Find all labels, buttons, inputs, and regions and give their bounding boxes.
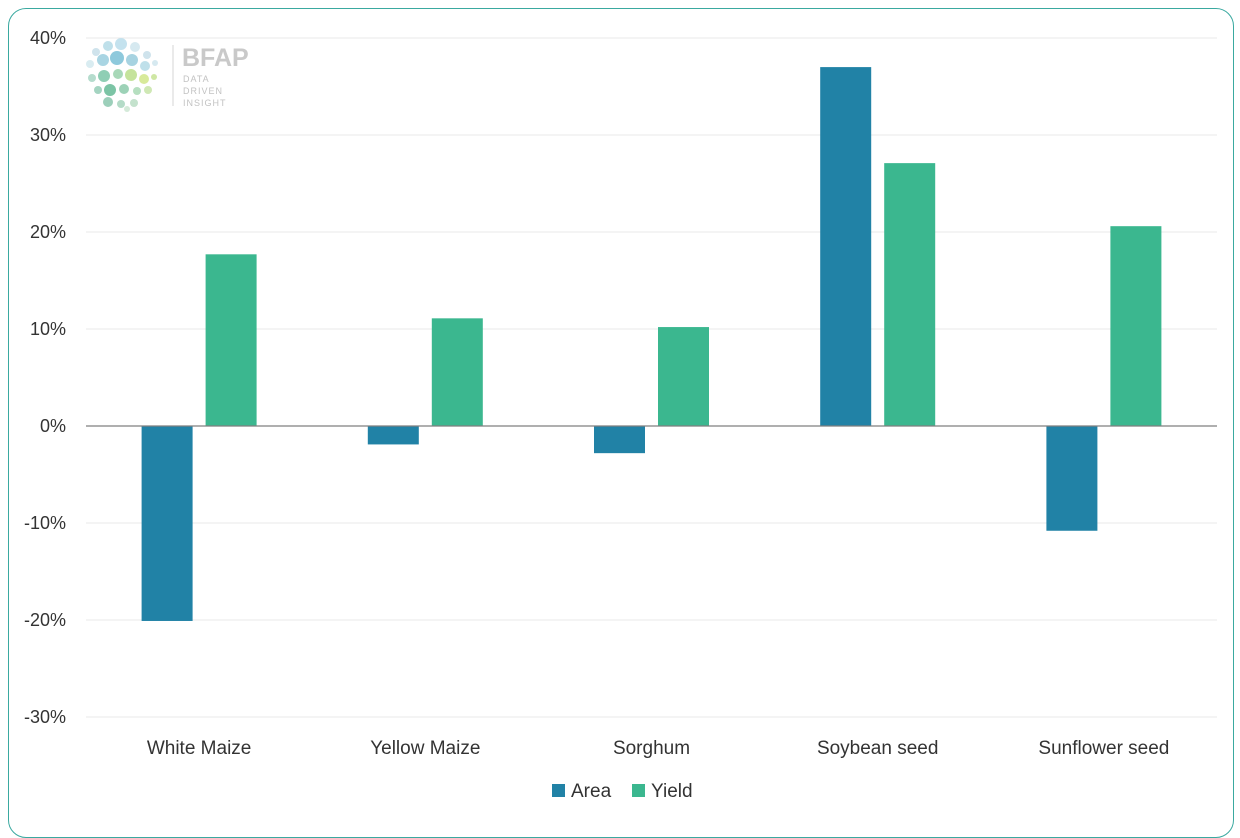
y-tick-label: -20% <box>24 610 66 630</box>
logo-dot <box>144 86 152 94</box>
logo-dot <box>119 84 129 94</box>
y-tick-label: 30% <box>30 125 66 145</box>
logo-dot <box>113 69 123 79</box>
logo-dot <box>152 60 158 66</box>
bar-yield-sorghum <box>658 327 709 426</box>
gridlines <box>86 37 1217 718</box>
bfap-logo: BFAP DATA DRIVEN INSIGHT <box>86 38 249 112</box>
y-tick-label: -30% <box>24 707 66 727</box>
legend-swatch-yield <box>632 784 645 797</box>
x-category-label: Soybean seed <box>817 738 939 759</box>
legend-swatch-area <box>552 784 565 797</box>
bar-yield-yellow-maize <box>431 318 483 426</box>
legend: Area Yield <box>552 781 693 802</box>
logo-dot <box>103 41 113 51</box>
logo-dot <box>151 74 157 80</box>
bar-area-soybean-seed <box>820 67 872 426</box>
bfap-logo-dots-icon <box>86 38 158 112</box>
bar-area-white-maize <box>141 426 193 621</box>
y-tick-label: 10% <box>30 319 66 339</box>
y-tick-label: 40% <box>30 28 66 48</box>
legend-label-area: Area <box>571 781 612 802</box>
y-axis-tick-labels: 40% 30% 20% 10% 0% -10% -20% -30% <box>24 28 66 727</box>
bar-yield-soybean-seed <box>884 163 936 426</box>
logo-dot <box>86 60 94 68</box>
y-tick-label: -10% <box>24 513 66 533</box>
logo-dot <box>126 54 138 66</box>
legend-label-yield: Yield <box>651 781 693 802</box>
x-axis-category-labels: White Maize Yellow Maize Sorghum Soybean se… <box>147 738 1170 759</box>
logo-dot <box>117 100 125 108</box>
bar-yield-white-maize <box>205 254 257 426</box>
logo-dot <box>104 84 116 96</box>
x-category-label: Yellow Maize <box>370 738 480 759</box>
logo-dot <box>92 48 100 56</box>
bar-area-yellow-maize <box>367 426 419 445</box>
logo-dot <box>130 99 138 107</box>
logo-dot <box>115 38 127 50</box>
logo-dot <box>130 42 140 52</box>
bar-area-sorghum <box>594 426 645 454</box>
logo-dot <box>88 74 96 82</box>
x-category-label: Sunflower seed <box>1038 738 1169 759</box>
logo-dot <box>110 51 124 65</box>
logo-tagline-line-1: DATA <box>183 74 210 84</box>
logo-dot <box>103 97 113 107</box>
logo-dot <box>94 86 102 94</box>
x-category-label: Sorghum <box>613 738 690 759</box>
logo-dot <box>98 70 110 82</box>
x-category-label: White Maize <box>147 738 252 759</box>
logo-dot <box>140 61 150 71</box>
logo-dot <box>124 106 130 112</box>
bars <box>141 67 1162 621</box>
bar-chart: 40% 30% 20% 10% 0% -10% -20% -30% White Maize Ye… <box>24 28 1217 802</box>
bar-yield-sunflower-seed <box>1110 226 1162 426</box>
logo-dot <box>97 54 109 66</box>
logo-dot <box>125 69 137 81</box>
logo-dot <box>139 74 149 84</box>
logo-dot <box>133 87 141 95</box>
y-tick-label: 0% <box>40 416 66 436</box>
y-tick-label: 20% <box>30 222 66 242</box>
logo-wordmark: BFAP <box>182 44 249 72</box>
bar-area-sunflower-seed <box>1046 426 1098 531</box>
logo-dot <box>143 51 151 59</box>
logo-tagline-line-3: INSIGHT <box>183 98 227 108</box>
logo-tagline-line-2: DRIVEN <box>183 86 223 96</box>
